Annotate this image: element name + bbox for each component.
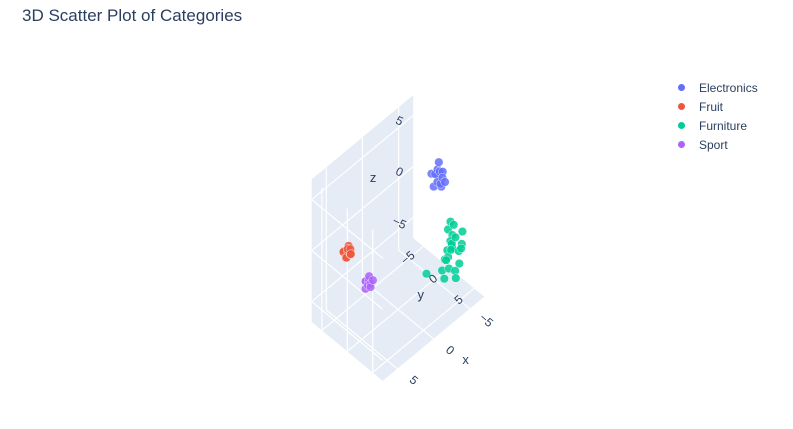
data-point-furniture xyxy=(449,220,459,230)
data-points xyxy=(338,157,467,294)
data-point-furniture xyxy=(422,269,432,279)
legend-marker-icon xyxy=(678,141,685,148)
data-point-furniture xyxy=(456,243,466,253)
data-point-sport xyxy=(368,275,378,285)
legend-label: Fruit xyxy=(699,99,723,114)
legend-item-furniture[interactable]: Furniture xyxy=(668,116,758,135)
legend-marker-icon xyxy=(678,122,685,129)
data-point-electronics xyxy=(440,177,450,187)
data-point-furniture xyxy=(450,232,460,242)
data-point-fruit xyxy=(346,249,356,259)
z-axis-title: z xyxy=(370,170,377,185)
legend-marker-icon xyxy=(678,84,685,91)
data-point-furniture xyxy=(457,226,467,236)
grid-line-z xyxy=(310,166,414,310)
grid-line-x xyxy=(398,107,471,310)
data-point-furniture xyxy=(441,255,451,265)
legend-label: Electronics xyxy=(699,80,758,95)
legend: Electronics Fruit Furniture Sport xyxy=(668,78,758,154)
x-tick-label: 0 xyxy=(443,343,457,358)
z-tick-label: −5 xyxy=(390,214,409,233)
legend-item-fruit[interactable]: Fruit xyxy=(668,97,758,116)
x-tick-label: 5 xyxy=(407,373,421,388)
legend-marker-icon xyxy=(678,103,685,110)
x-axis-title: x xyxy=(462,352,469,367)
legend-item-electronics[interactable]: Electronics xyxy=(668,78,758,97)
data-point-furniture xyxy=(439,274,449,284)
grid-line-z xyxy=(310,115,414,259)
data-point-furniture xyxy=(454,259,464,269)
data-point-electronics xyxy=(434,157,444,167)
legend-label: Sport xyxy=(699,137,728,152)
grid-line-x xyxy=(325,167,398,370)
y-axis-title: y xyxy=(417,287,424,302)
grid-line-y xyxy=(321,187,424,332)
data-point-furniture xyxy=(451,273,461,283)
chart-title: 3D Scatter Plot of Categories xyxy=(22,6,243,25)
data-point-furniture xyxy=(446,245,456,255)
legend-item-sport[interactable]: Sport xyxy=(668,135,758,154)
legend-label: Furniture xyxy=(699,118,748,133)
x-tick-label: −5 xyxy=(477,310,497,330)
